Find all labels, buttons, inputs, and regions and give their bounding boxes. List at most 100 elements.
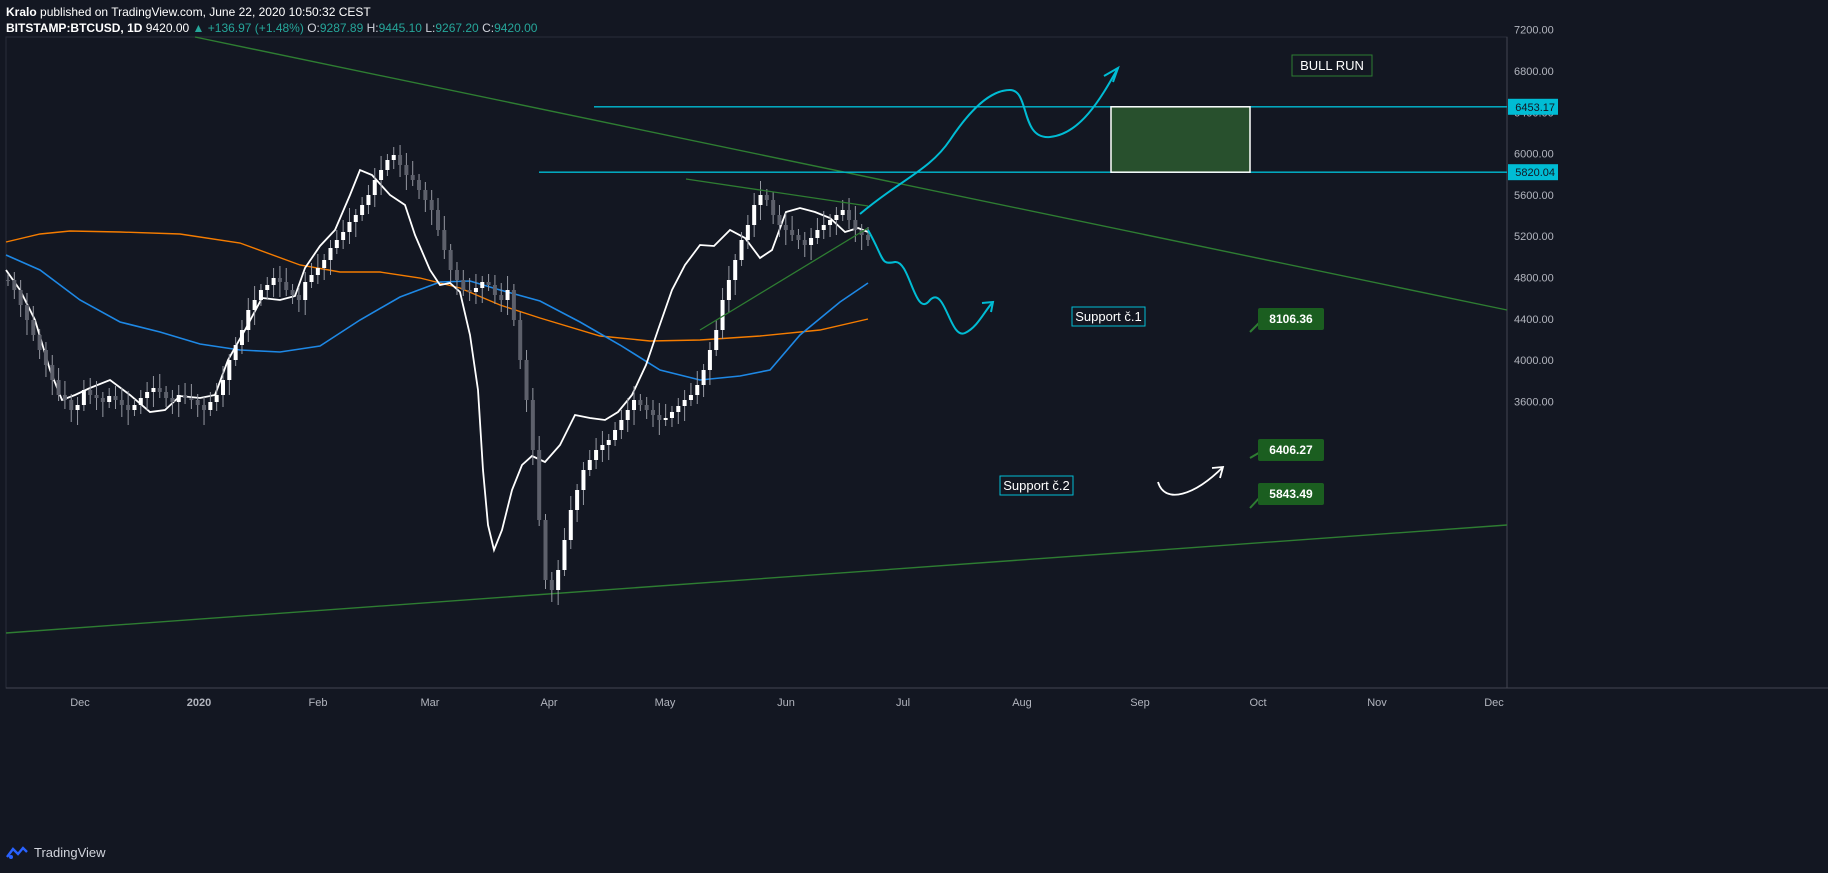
candle-body xyxy=(448,250,453,270)
candle-body xyxy=(303,282,308,300)
candle-body xyxy=(505,290,510,300)
close-value: 9420.00 xyxy=(494,21,538,35)
candle-body xyxy=(277,278,282,282)
candle-body xyxy=(296,295,301,300)
tradingview-footer[interactable]: TradingView xyxy=(6,845,106,860)
candle-body xyxy=(271,278,276,285)
candle-body xyxy=(145,392,150,398)
candle-body xyxy=(676,406,681,412)
candle-body xyxy=(796,235,801,240)
annotation-text: BULL RUN xyxy=(1300,58,1364,73)
candle-body xyxy=(707,350,712,370)
open-label: O: xyxy=(307,21,320,35)
candle-body xyxy=(537,450,542,520)
candle-body xyxy=(518,320,523,360)
level-tag xyxy=(1508,98,1558,115)
ma-orange-line xyxy=(5,230,869,342)
candle-body xyxy=(543,520,548,580)
candle-body xyxy=(404,165,409,175)
candle-body xyxy=(556,570,561,590)
candle-body xyxy=(138,398,143,405)
candle-body xyxy=(88,390,93,395)
x-tick-label: Mar xyxy=(421,697,440,709)
low-label: L: xyxy=(425,21,436,35)
publish-info: Kralo published on TradingView.com, June… xyxy=(6,4,537,20)
candle-body xyxy=(113,396,118,400)
candle-body xyxy=(195,400,200,405)
candle-body xyxy=(783,225,788,230)
zone-arrow-path xyxy=(1157,466,1224,496)
high-value: 9445.10 xyxy=(378,21,422,35)
candle-body xyxy=(575,490,580,510)
candle-body xyxy=(176,395,181,402)
candle-body xyxy=(233,345,238,360)
candle-body xyxy=(24,305,29,320)
candle-body xyxy=(50,365,55,380)
candle-body xyxy=(581,470,586,490)
level-tag-label: 6453.17 xyxy=(1515,102,1555,114)
arrow-head-icon xyxy=(1211,465,1225,479)
publish-text: published on TradingView.com, June 22, 2… xyxy=(40,5,371,19)
candle-body xyxy=(322,260,327,268)
ma-white-line xyxy=(5,168,869,553)
y-tick-label: 5200.00 xyxy=(1514,231,1554,243)
candle-body xyxy=(524,360,529,400)
level-tag-label: 5820.04 xyxy=(1515,167,1555,179)
y-tick-label: 6800.00 xyxy=(1514,66,1554,78)
triangle-upper-line xyxy=(685,178,869,207)
candle-body xyxy=(486,282,491,285)
price-badge xyxy=(1258,483,1324,505)
candle-body xyxy=(341,232,346,240)
candle-body xyxy=(18,290,23,305)
candle-body xyxy=(258,290,263,300)
candle-body xyxy=(461,280,466,290)
buy-zone-box xyxy=(1110,106,1251,173)
ohlc-legend: BITSTAMP:BTCUSD, 1D 9420.00 ▲ +136.97 (+… xyxy=(6,20,537,36)
candle-body xyxy=(530,400,535,450)
chart-header: Kralo published on TradingView.com, June… xyxy=(6,4,537,36)
candle-body xyxy=(37,335,42,350)
candle-body xyxy=(587,460,592,470)
candle-body xyxy=(208,402,213,410)
candle-body xyxy=(157,388,162,392)
candle-body xyxy=(69,400,74,410)
ascending-trendline xyxy=(5,524,1508,634)
last-price: 9420.00 xyxy=(145,21,190,35)
symbol-label[interactable]: BITSTAMP:BTCUSD, 1D xyxy=(6,21,143,35)
candle-body xyxy=(840,210,845,215)
price-badge xyxy=(1258,439,1324,461)
close-label: C: xyxy=(482,21,495,35)
candle-body xyxy=(790,230,795,235)
candle-body xyxy=(758,195,763,205)
candle-body xyxy=(119,400,124,405)
candle-body xyxy=(360,205,365,215)
candle-body xyxy=(100,398,105,402)
candle-body xyxy=(625,410,630,420)
candle-body xyxy=(81,390,86,405)
x-tick-label: Jul xyxy=(896,697,910,709)
candle-body xyxy=(189,398,194,400)
candle-body xyxy=(202,405,207,410)
candle-body xyxy=(752,205,757,225)
y-tick-label: 5600.00 xyxy=(1514,190,1554,202)
candle-body xyxy=(511,290,516,320)
tradingview-logo-icon xyxy=(6,845,28,859)
author-name[interactable]: Kralo xyxy=(6,5,37,19)
arrow-head-icon xyxy=(981,300,995,313)
candle-body xyxy=(398,155,403,165)
x-tick-label: Apr xyxy=(540,697,557,709)
candle-body xyxy=(12,280,17,290)
candle-body xyxy=(739,240,744,260)
candle-body xyxy=(239,330,244,345)
x-tick-label: Oct xyxy=(1249,697,1266,709)
candle-body xyxy=(815,230,820,238)
up-arrow-icon: ▲ xyxy=(192,21,205,35)
candle-body xyxy=(726,280,731,300)
candle-body xyxy=(126,405,131,410)
open-value: 9287.89 xyxy=(319,21,364,35)
candle-body xyxy=(309,275,314,282)
candle-body xyxy=(132,405,137,410)
y-tick-label: 3600.00 xyxy=(1514,397,1554,409)
